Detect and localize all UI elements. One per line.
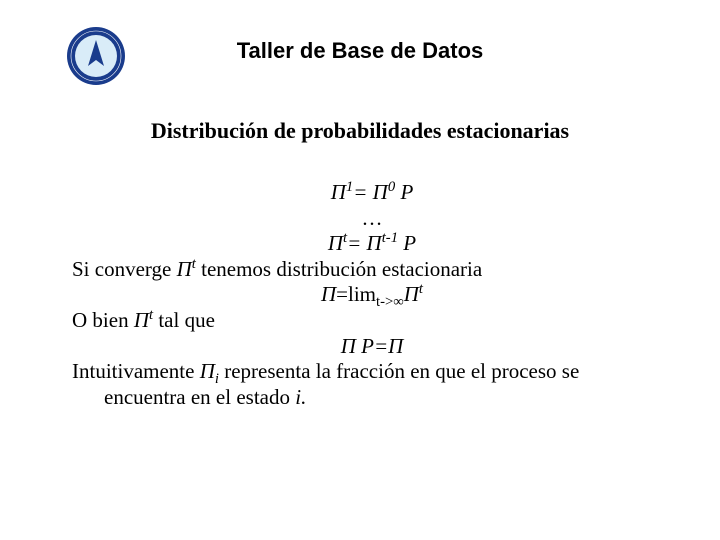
pi-symbol: Π (321, 282, 336, 306)
state-i: i. (295, 385, 306, 409)
equation-pi1: Π1= Π0 P (72, 180, 672, 206)
pi-symbol: Π (341, 334, 356, 358)
intuition-line-1: Intuitivamente Πi representa la fracción… (72, 359, 672, 385)
pi-symbol: Π (404, 282, 419, 306)
slide-title: Taller de Base de Datos (0, 38, 720, 64)
slide-body: Π1= Π0 P … Πt= Πt-1 P Si converge Πt ten… (72, 180, 672, 410)
eq-text: Π (328, 231, 343, 255)
eq-text: = Π (353, 180, 388, 204)
text: tenemos distribución estacionaria (196, 257, 482, 281)
eq-text: P (398, 231, 416, 255)
pi-symbol: Π (134, 308, 149, 332)
fixed-point-line: Π P=Π (72, 334, 672, 360)
slide: Taller de Base de Datos Distribución de … (0, 0, 720, 540)
equation-pit: Πt= Πt-1 P (72, 231, 672, 257)
pi-symbol: Π (177, 257, 192, 281)
eq-sup: t (419, 281, 423, 297)
ellipsis: … (72, 206, 672, 232)
eq-text: Π (331, 180, 346, 204)
text: =lim (336, 282, 376, 306)
text: representa la fracción en que el proceso… (219, 359, 579, 383)
eq-text: P (395, 180, 413, 204)
pi-symbol: Π (200, 359, 215, 383)
pi-symbol: Π (388, 334, 403, 358)
limit-line: Π=limt->∞Πt (72, 282, 672, 308)
text: Si converge (72, 257, 177, 281)
text: encuentra en el estado (104, 385, 295, 409)
text: tal que (153, 308, 215, 332)
eq-sup: t-1 (382, 230, 398, 246)
intuition-line-2: encuentra en el estado i. (72, 385, 672, 411)
text: Intuitivamente (72, 359, 200, 383)
obien-line: O bien Πt tal que (72, 308, 672, 334)
text: P= (356, 334, 388, 358)
eq-sub: t->∞ (376, 295, 404, 311)
convergence-line: Si converge Πt tenemos distribución esta… (72, 257, 672, 283)
slide-subtitle: Distribución de probabilidades estaciona… (0, 118, 720, 144)
text: O bien (72, 308, 134, 332)
eq-text: = Π (347, 231, 382, 255)
